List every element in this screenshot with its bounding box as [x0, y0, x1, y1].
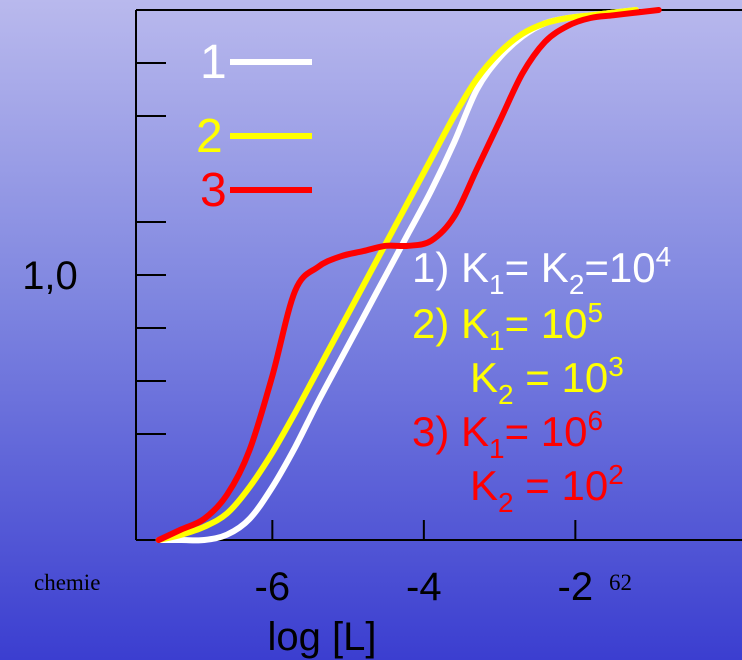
annotation-part: = 10 [505, 300, 588, 347]
annotation-part: 1) K [412, 244, 489, 291]
legend-label-1: 1 [200, 36, 227, 89]
annotation-part: 3) K [412, 408, 489, 455]
annotation-part: 2) K [412, 300, 489, 347]
annotation-part: 2 [498, 487, 514, 518]
annotation-part: 2 [498, 379, 514, 410]
series-line-3 [155, 7, 662, 543]
footer-page-number: 62 [609, 570, 632, 595]
annotation-part: 2 [608, 459, 624, 490]
series-line-2 [155, 7, 639, 543]
annotation-line-3: K2 = 103 [470, 351, 624, 410]
annotation-line-2: 2) K1= 105 [412, 297, 603, 356]
annotation-part: 1 [489, 433, 505, 464]
annotation-part: 1 [489, 325, 505, 356]
annotation-part: = K [505, 244, 569, 291]
annotation-part: = 10 [505, 408, 588, 455]
annotation-part: 6 [588, 405, 604, 436]
x-tick-label: -6 [255, 565, 291, 609]
x-axis-ticks [271, 520, 577, 540]
x-tick-label: -2 [558, 565, 594, 609]
x-tick-label: -4 [406, 565, 442, 609]
series-layer [155, 7, 662, 544]
annotation-part: =10 [584, 244, 655, 291]
annotation-line-5: K2 = 102 [470, 459, 624, 518]
annotation-part: K [470, 462, 498, 509]
annotation-line-4: 3) K1= 106 [412, 405, 603, 464]
footer-course-label: chemie [34, 570, 101, 595]
y-tick-label: 1,0 [22, 254, 78, 298]
x-tick-labels: -6 -4 -2 [255, 565, 594, 609]
plot-axes [135, 9, 742, 541]
x-axis-label: log [L] [268, 615, 377, 659]
legend-label-3: 3 [200, 164, 227, 217]
annotation-part: 4 [656, 241, 672, 272]
annotation-part: 5 [588, 297, 604, 328]
y-axis-ticks [136, 62, 166, 435]
annotation-part: = 10 [514, 462, 609, 509]
legend-label-2: 2 [196, 110, 223, 163]
annotation-part: 1 [489, 269, 505, 300]
annotation-part: K [470, 354, 498, 401]
annotation-part: = 10 [514, 354, 609, 401]
legend: 1 23 [196, 36, 312, 217]
annotation-part: 3 [608, 351, 624, 382]
annotation-part: 2 [569, 269, 585, 300]
annotation-line-1: 1) K1= K2=104 [412, 241, 671, 300]
